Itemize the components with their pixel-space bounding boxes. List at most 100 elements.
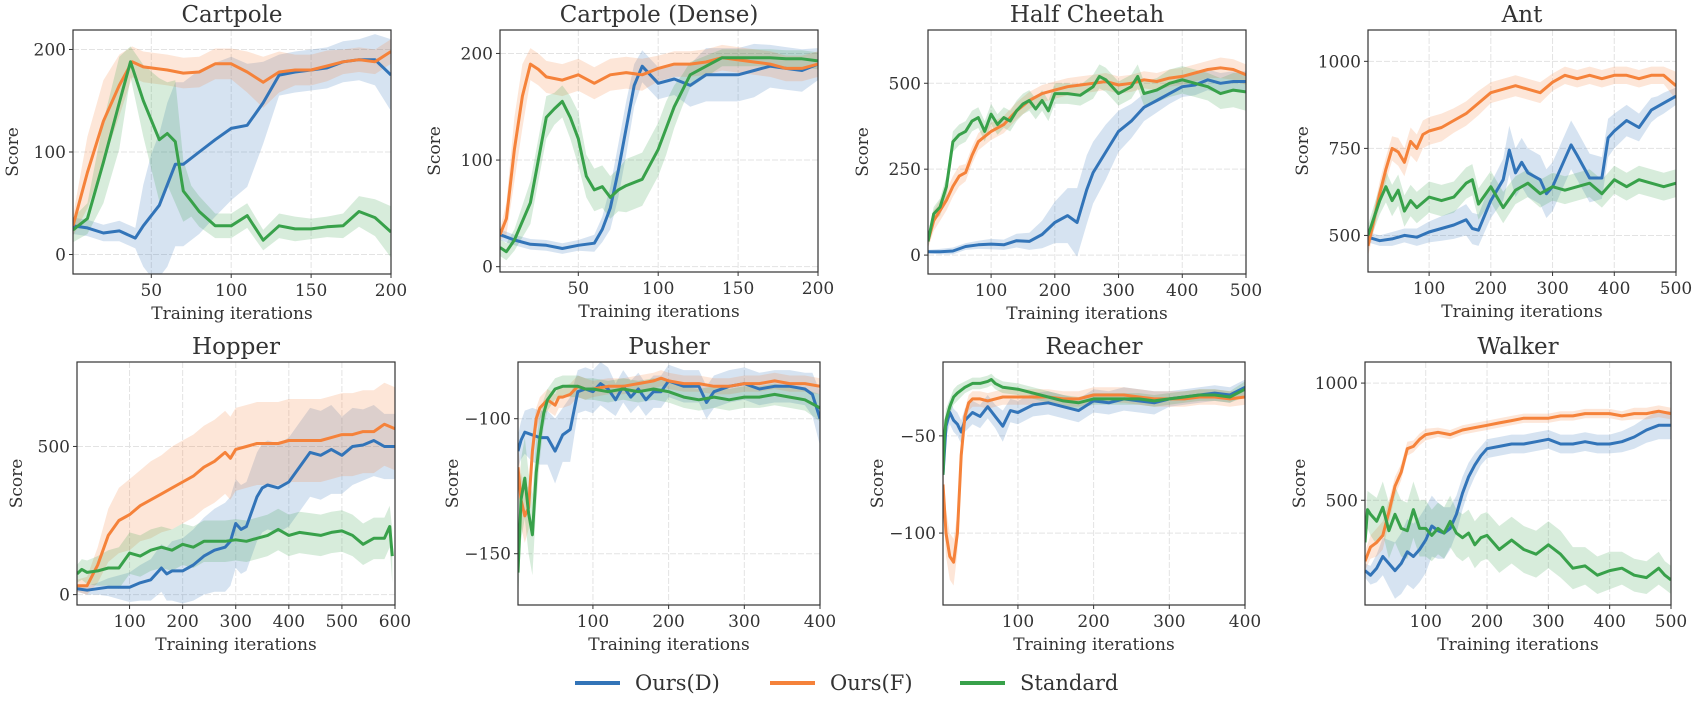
x-tick-label: 200 [652,612,684,632]
x-tick-label: 200 [166,612,198,632]
x-tick-label: 400 [1593,612,1625,632]
legend-label: Standard [1020,671,1118,695]
subplot-title: Hopper [192,334,280,360]
plot-area [518,362,820,600]
x-tick-label: 50 [140,281,162,301]
x-tick-label: 400 [804,612,836,632]
legend-label: Ours(D) [635,671,720,695]
y-tick-label: 200 [461,44,493,64]
line-oursd [518,379,820,453]
y-tick-label: 0 [59,586,70,606]
subplot-title: Walker [1477,334,1558,360]
x-axis-label: Training iterations [151,304,312,324]
band-oursf [1368,66,1676,257]
plot-area [1365,405,1671,599]
x-tick-label: 500 [1655,612,1687,632]
x-axis-label: Training iterations [1013,635,1174,655]
x-tick-label: 400 [273,612,305,632]
line-oursf [500,56,818,236]
y-tick-label: 500 [1326,491,1358,511]
x-axis-label: Training iterations [1441,302,1602,322]
y-tick-label: −100 [889,524,936,544]
line-standard [77,525,394,575]
subplot-title: Pusher [628,334,710,360]
x-tick-label: 300 [220,612,252,632]
x-tick-label: 500 [326,612,358,632]
subplot-title: Cartpole [181,2,282,28]
legend: Ours(D) Ours(F) Standard [575,671,1118,695]
x-axis-label: Training iterations [578,302,739,322]
x-tick-label: 100 [1409,612,1441,632]
y-tick-label: 1000 [1315,374,1358,394]
line-standard [73,60,391,242]
x-axis-label: Training iterations [1437,635,1598,655]
y-tick-label: 250 [889,160,921,180]
subplot-pusher: 100 200 300 400 −150 −100 Pusher Training itera… [443,334,836,655]
band-oursf [77,382,395,595]
x-tick-label: 400 [1598,279,1630,299]
y-axis-label: Score [1290,459,1310,509]
x-tick-label: 200 [1039,281,1071,301]
line-standard [500,56,818,254]
band-oursd [1365,411,1671,599]
legend-item-oursf: Ours(F) [770,671,913,695]
plot-area [1368,66,1676,257]
x-tick-label: 300 [1153,612,1185,632]
x-tick-label: 300 [1102,281,1134,301]
x-tick-label: 100 [1002,612,1034,632]
subplot-walker: 100 200 300 400 500 500 1000 Walker Training ite… [1290,334,1687,655]
plot-area [943,373,1245,586]
x-tick-label: 100 [1413,279,1445,299]
line-oursd [500,62,818,250]
y-axis-label: Score [7,459,27,509]
line-standard [928,74,1246,242]
subplot-cartpole: 50 100 150 200 0 100 200 Cartpole Training itera… [3,2,407,324]
x-tick-label: 300 [1536,279,1568,299]
subplot-ant: 100 200 300 400 500 500 750 1000 Ant Training ite… [1293,2,1692,322]
y-tick-label: 0 [910,246,921,266]
band-standard [73,46,391,258]
line-oursd [1368,94,1676,243]
y-tick-label: 500 [889,74,921,94]
axes-frame [927,29,1247,275]
subplot-title: Ant [1501,2,1543,28]
band-oursd [943,379,1245,487]
axes-frame [1367,29,1677,273]
x-tick-label: 100 [642,279,674,299]
x-tick-label: 200 [375,281,407,301]
plot-area [77,382,395,604]
plot-area [73,34,391,274]
line-oursd [1365,423,1671,577]
line-oursf [928,66,1246,242]
legend-item-standard: Standard [960,671,1118,695]
x-tick-label: 100 [215,281,247,301]
band-oursf [928,57,1246,249]
line-standard [943,378,1245,475]
line-oursf [1368,73,1676,247]
plot-area [928,57,1246,257]
band-oursd [928,69,1246,257]
line-oursf [1365,409,1671,562]
y-axis-label: Score [425,126,445,176]
subplot-title: Half Cheetah [1010,2,1165,28]
x-tick-label: 400 [1229,612,1261,632]
x-tick-label: 300 [1532,612,1564,632]
band-standard [500,49,818,261]
y-tick-label: 1000 [1318,52,1361,72]
y-tick-label: 0 [55,246,66,266]
x-tick-label: 500 [1230,281,1262,301]
band-standard [928,64,1246,249]
y-tick-label: 500 [1329,226,1361,246]
x-tick-label: 200 [1077,612,1109,632]
x-tick-label: 150 [295,281,327,301]
y-tick-label: 100 [461,151,493,171]
y-tick-label: 750 [1329,139,1361,159]
line-oursf [518,376,820,518]
line-oursd [77,439,395,592]
y-axis-label: Score [868,459,888,509]
y-axis-label: Score [3,127,23,177]
y-tick-label: −150 [464,545,511,565]
line-oursd [73,58,391,240]
band-standard [943,373,1245,495]
